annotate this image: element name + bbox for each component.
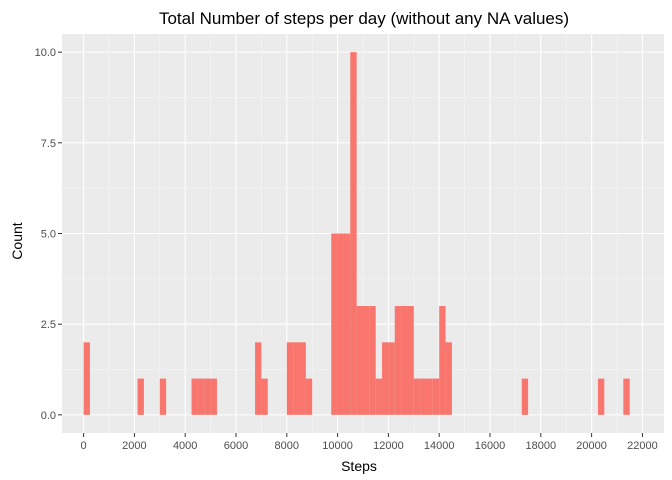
histogram-bar: [286, 342, 294, 415]
histogram-bar: [382, 342, 389, 415]
x-tick-label: 8000: [275, 440, 299, 452]
histogram-bar: [439, 306, 446, 415]
histogram-bar: [356, 306, 363, 415]
histogram-bar: [293, 342, 300, 415]
histogram-bar: [137, 378, 144, 415]
y-tick-label: 2.5: [41, 319, 56, 331]
histogram-bar: [388, 342, 395, 415]
y-tick-label: 10.0: [35, 47, 56, 59]
x-tick-label: 10000: [322, 440, 353, 452]
histogram-bar: [420, 378, 427, 415]
histogram-bar: [204, 378, 211, 415]
x-tick-label: 0: [81, 440, 87, 452]
histogram-bar: [375, 378, 383, 415]
histogram-bar: [191, 378, 198, 415]
histogram-bar: [350, 52, 357, 415]
x-tick-label: 20000: [576, 440, 607, 452]
histogram-bar: [521, 378, 529, 415]
x-tick-label: 14000: [424, 440, 455, 452]
histogram-bar: [363, 306, 370, 415]
histogram-bar: [331, 233, 338, 415]
x-tick-label: 4000: [173, 440, 197, 452]
y-tick-label: 7.5: [41, 138, 56, 150]
histogram-bar: [210, 378, 217, 415]
y-tick-label: 0.0: [41, 410, 56, 422]
y-tick-label: 5.0: [41, 229, 56, 241]
histogram-bar: [426, 378, 433, 415]
x-tick-label: 2000: [122, 440, 146, 452]
x-tick-label: 16000: [475, 440, 506, 452]
histogram-bar: [369, 306, 376, 415]
x-tick-label: 12000: [373, 440, 404, 452]
histogram-bar: [83, 342, 90, 415]
x-axis-title: Steps: [341, 458, 377, 474]
histogram-bar: [299, 342, 306, 415]
histogram-bar: [343, 233, 351, 415]
histogram-bar: [401, 306, 408, 415]
x-tick-label: 22000: [627, 440, 658, 452]
y-axis: 0.0 2.5 5.0 7.5 10.0: [35, 47, 62, 422]
chart-title: Total Number of steps per day (without a…: [159, 9, 569, 28]
histogram-bar: [159, 378, 167, 415]
y-axis-title: Count: [9, 222, 25, 259]
histogram-bar: [407, 306, 414, 415]
histogram-bar: [597, 378, 605, 415]
histogram-bar: [337, 233, 344, 415]
histogram-bar: [255, 342, 262, 415]
histogram-bar: [394, 306, 402, 415]
bars: [83, 52, 630, 415]
x-axis: 0 2000 4000 6000 8000 10000 12000 14000 16000 180…: [81, 433, 658, 452]
histogram-bar: [305, 378, 313, 415]
histogram-bar: [432, 378, 440, 415]
x-tick-label: 18000: [526, 440, 557, 452]
histogram-bar: [413, 378, 421, 415]
x-tick-label: 6000: [224, 440, 248, 452]
histogram-bar: [623, 378, 630, 415]
histogram-bar: [197, 378, 205, 415]
histogram-bar: [445, 342, 452, 415]
histogram-bar: [261, 378, 268, 415]
